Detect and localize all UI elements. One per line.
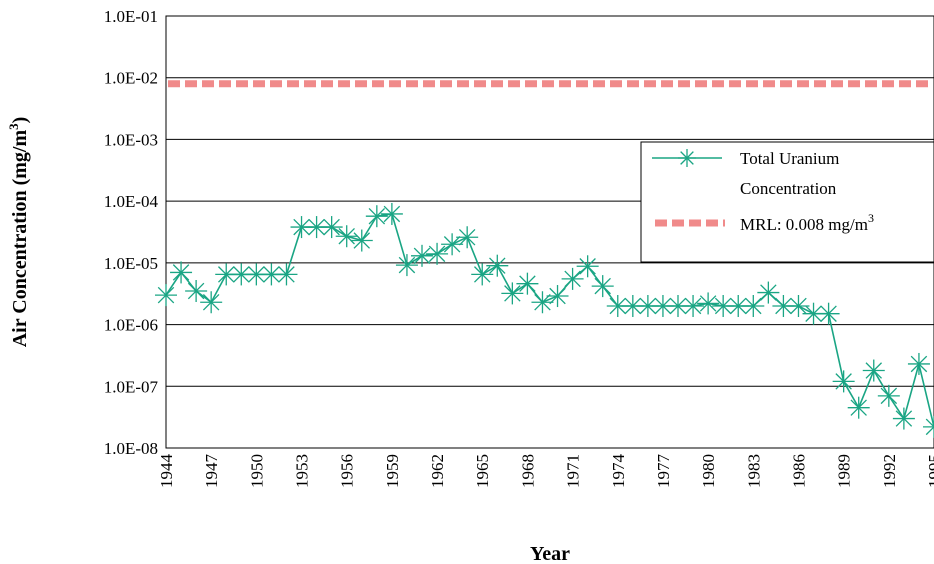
legend-mrl-label: MRL: 0.008 mg/m3 bbox=[740, 211, 874, 234]
y-tick-label: 1.0E-05 bbox=[104, 254, 158, 273]
data-point bbox=[320, 216, 343, 239]
data-point bbox=[170, 261, 193, 284]
data-point bbox=[501, 282, 524, 305]
uranium-series-line bbox=[165, 213, 934, 428]
data-point bbox=[155, 284, 177, 307]
x-tick-label: 1956 bbox=[338, 454, 357, 488]
data-point bbox=[757, 281, 780, 304]
x-tick-label: 1992 bbox=[880, 454, 899, 488]
data-point bbox=[576, 255, 599, 278]
data-point bbox=[561, 267, 584, 290]
x-tick-label: 1965 bbox=[473, 454, 492, 488]
x-tick-label: 1944 bbox=[157, 454, 176, 489]
legend-box bbox=[640, 141, 934, 263]
data-point bbox=[185, 279, 208, 302]
x-tick-label: 1959 bbox=[383, 454, 402, 488]
series bbox=[155, 80, 934, 438]
x-tick-label: 1968 bbox=[518, 454, 537, 488]
data-point bbox=[907, 352, 930, 375]
legend-mrl-label-main: MRL: 0.008 mg/m bbox=[740, 215, 868, 234]
data-point bbox=[847, 396, 870, 419]
data-point bbox=[697, 292, 720, 315]
data-point bbox=[682, 294, 705, 317]
data-point bbox=[426, 242, 449, 265]
data-point bbox=[546, 285, 569, 308]
x-tick-label: 1974 bbox=[609, 454, 628, 489]
legend: Total Uranium Concentration MRL: 0.008 m… bbox=[640, 141, 934, 263]
y-tick-label: 1.0E-06 bbox=[104, 316, 158, 335]
data-point bbox=[275, 263, 298, 286]
x-axis-title: Year bbox=[530, 543, 570, 564]
x-tick-label: 1950 bbox=[247, 454, 266, 488]
y-axis-title-main: Air Concentration (mg/m bbox=[9, 130, 31, 348]
legend-uranium-swatch bbox=[652, 149, 722, 167]
x-tick-label: 1995 bbox=[925, 454, 934, 488]
data-point bbox=[471, 263, 494, 286]
data-point bbox=[832, 370, 855, 393]
y-axis-title: Air Concentration (mg/m3) bbox=[6, 117, 31, 348]
x-tick-label: 1980 bbox=[699, 454, 718, 488]
legend-uranium-label-line2: Concentration bbox=[740, 179, 837, 198]
data-point bbox=[817, 302, 840, 325]
y-tick-label: 1.0E-08 bbox=[104, 439, 158, 458]
data-point bbox=[802, 302, 825, 325]
legend-uranium-label-line1: Total Uranium bbox=[740, 149, 839, 168]
data-point bbox=[305, 216, 328, 239]
x-axis-ticks: 1944 1947 1950 1953 1956 1959 1962 1965 1968 1971… bbox=[157, 454, 934, 489]
x-tick-label: 1986 bbox=[789, 454, 808, 488]
y-tick-label: 1.0E-03 bbox=[104, 130, 158, 149]
data-point bbox=[290, 216, 313, 239]
plot-area bbox=[165, 15, 934, 449]
data-point bbox=[516, 272, 539, 295]
data-point bbox=[456, 226, 479, 249]
data-point bbox=[486, 254, 509, 277]
x-tick-label: 1947 bbox=[202, 454, 221, 489]
data-point bbox=[380, 202, 403, 225]
y-axis-ticks: 1.0E-08 1.0E-07 1.0E-06 1.0E-05 1.0E-04 1.0E-… bbox=[104, 7, 159, 458]
y-tick-label: 1.0E-01 bbox=[104, 7, 158, 26]
data-point bbox=[365, 205, 388, 228]
data-point bbox=[531, 291, 554, 314]
data-point bbox=[892, 407, 915, 430]
data-point bbox=[350, 229, 373, 252]
y-tick-label: 1.0E-02 bbox=[104, 69, 158, 88]
y-tick-label: 1.0E-07 bbox=[104, 377, 159, 396]
data-point bbox=[591, 275, 614, 298]
data-point bbox=[862, 359, 885, 382]
data-point bbox=[678, 149, 696, 167]
x-tick-label: 1971 bbox=[564, 454, 583, 488]
gridlines bbox=[166, 15, 934, 449]
data-point bbox=[742, 294, 765, 317]
data-point bbox=[877, 384, 900, 407]
data-point bbox=[923, 415, 934, 438]
data-point bbox=[200, 291, 223, 314]
y-axis-title-close: ) bbox=[9, 117, 31, 124]
data-point bbox=[772, 294, 795, 317]
y-axis-title-sup: 3 bbox=[6, 123, 21, 130]
legend-mrl-label-sup: 3 bbox=[868, 211, 874, 225]
x-tick-label: 1962 bbox=[428, 454, 447, 488]
data-point bbox=[411, 244, 433, 267]
y-tick-label: 1.0E-04 bbox=[104, 192, 159, 211]
x-tick-label: 1983 bbox=[744, 454, 763, 488]
x-tick-label: 1977 bbox=[654, 454, 673, 489]
data-point bbox=[395, 254, 418, 277]
x-tick-label: 1989 bbox=[835, 454, 854, 488]
x-tick-label: 1953 bbox=[293, 454, 312, 488]
data-point bbox=[335, 225, 358, 248]
